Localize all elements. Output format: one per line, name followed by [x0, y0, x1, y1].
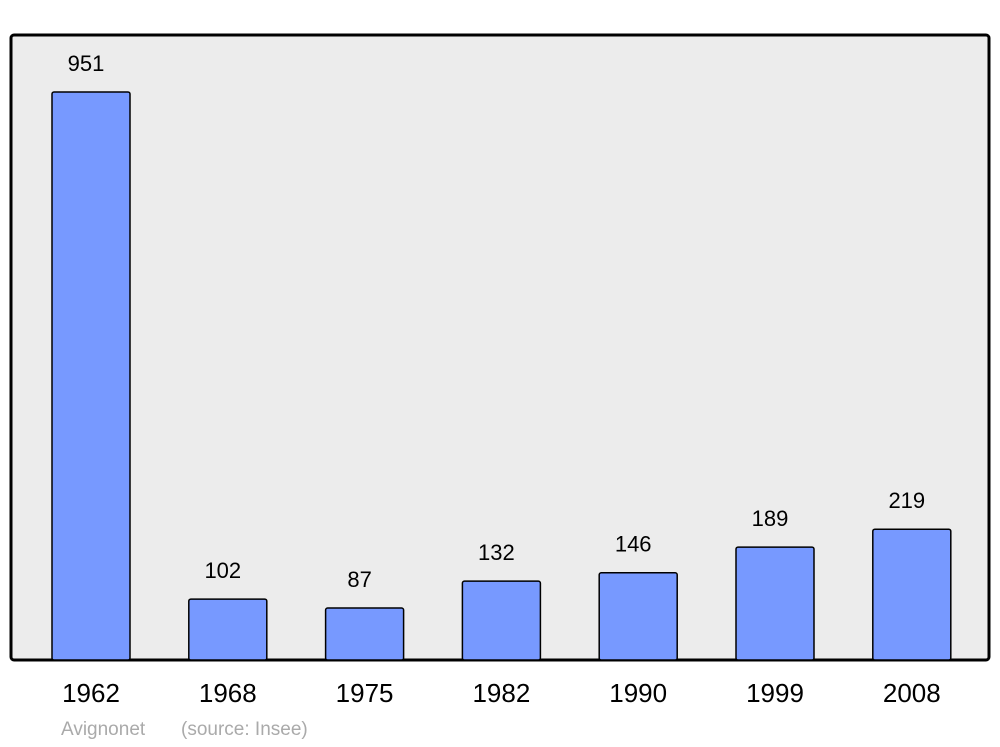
value-label: 132 [478, 540, 515, 565]
source: (source: Insee) [181, 719, 308, 740]
value-label: 146 [615, 532, 652, 557]
caption: Avignonet [61, 719, 146, 740]
value-label: 189 [752, 506, 789, 531]
value-label: 87 [347, 567, 371, 592]
bar [872, 528, 952, 661]
bar [735, 546, 815, 661]
bar [461, 580, 542, 661]
bar [188, 598, 268, 661]
value-label: 219 [888, 488, 925, 513]
x-tick-label: 1990 [609, 678, 667, 708]
bar [324, 607, 405, 661]
x-tick-label: 1975 [336, 678, 394, 708]
value-label: 951 [68, 51, 105, 76]
x-tick-label: 2008 [883, 678, 941, 708]
x-tick-label: 1982 [472, 678, 530, 708]
x-tick-label: 1999 [746, 678, 804, 708]
plot-area [9, 33, 991, 662]
x-tick-label: 1968 [199, 678, 257, 708]
bar [51, 91, 131, 661]
x-tick-label: 1962 [62, 678, 120, 708]
bar [598, 572, 678, 661]
value-label: 102 [204, 558, 241, 583]
